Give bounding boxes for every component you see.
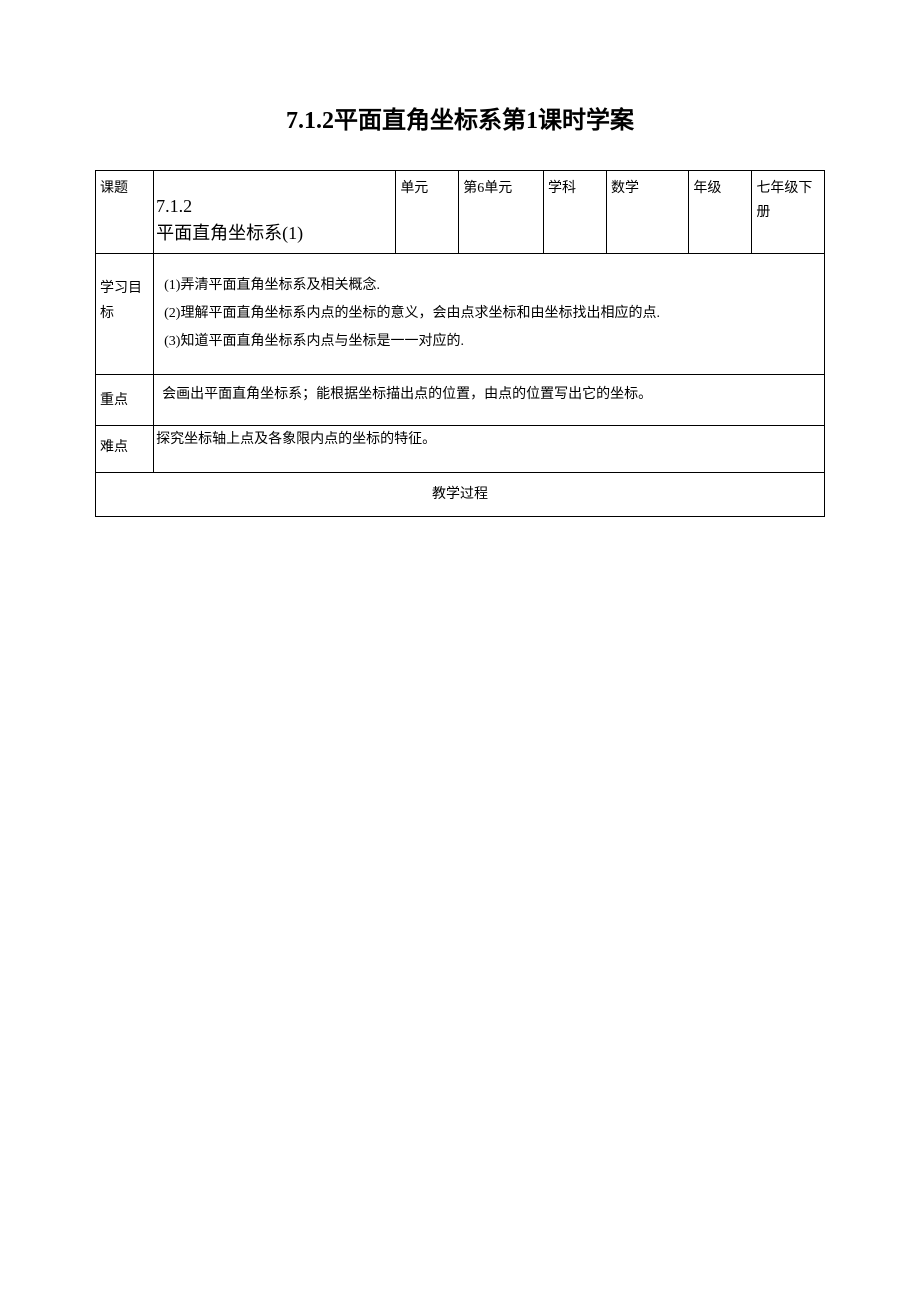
label-focus: 重点 xyxy=(96,375,154,426)
objective-1: (1)弄清平面直角坐标系及相关概念. xyxy=(164,272,814,300)
objectives-content: (1)弄清平面直角坐标系及相关概念. (2)理解平面直角坐标系内点的坐标的意义，… xyxy=(154,254,825,375)
grade-value: 七年级下册 xyxy=(752,171,825,254)
difficulty-content: 探究坐标轴上点及各象限内点的坐标的特征。 xyxy=(154,425,825,472)
label-unit: 单元 xyxy=(396,171,459,254)
objectives-row: 学习目标 (1)弄清平面直角坐标系及相关概念. (2)理解平面直角坐标系内点的坐… xyxy=(96,254,825,375)
process-label: 教学过程 xyxy=(96,472,825,517)
difficulty-row: 难点 探究坐标轴上点及各象限内点的坐标的特征。 xyxy=(96,425,825,472)
subject-value: 数学 xyxy=(607,171,689,254)
lesson-plan-table: 课题 7.1.2 平面直角坐标系(1) 单元 第6单元 学科 数学 年级 七年级… xyxy=(95,170,825,517)
label-grade: 年级 xyxy=(689,171,752,254)
label-objectives: 学习目标 xyxy=(96,254,154,375)
objective-2: (2)理解平面直角坐标系内点的坐标的意义，会由点求坐标和由坐标找出相应的点. xyxy=(164,300,814,328)
header-row: 课题 7.1.2 平面直角坐标系(1) 单元 第6单元 学科 数学 年级 七年级… xyxy=(96,171,825,254)
label-topic: 课题 xyxy=(96,171,154,254)
focus-row: 重点 会画出平面直角坐标系；能根据坐标描出点的位置，由点的位置写出它的坐标。 xyxy=(96,375,825,426)
unit-value: 第6单元 xyxy=(459,171,544,254)
label-difficulty: 难点 xyxy=(96,425,154,472)
objective-3: (3)知道平面直角坐标系内点与坐标是一一对应的. xyxy=(164,328,814,356)
label-subject: 学科 xyxy=(544,171,607,254)
process-row: 教学过程 xyxy=(96,472,825,517)
focus-content: 会画出平面直角坐标系；能根据坐标描出点的位置，由点的位置写出它的坐标。 xyxy=(154,375,825,426)
document-title: 7.1.2平面直角坐标系第1课时学案 xyxy=(95,100,825,135)
topic-value: 7.1.2 平面直角坐标系(1) xyxy=(154,171,396,254)
